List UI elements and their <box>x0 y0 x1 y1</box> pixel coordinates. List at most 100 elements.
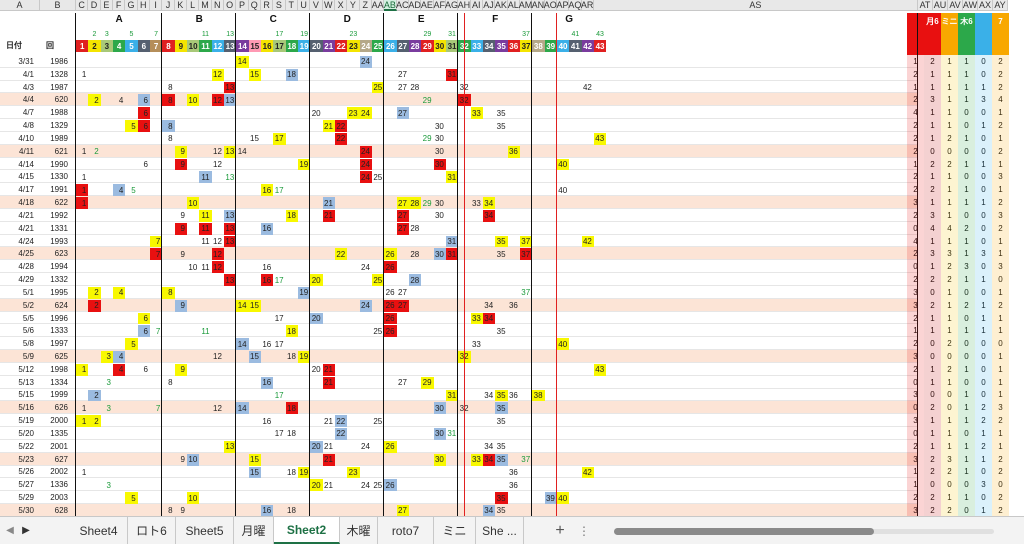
round-cell[interactable]: 1998 <box>50 364 68 374</box>
number-cell-18[interactable]: 18 <box>287 506 296 516</box>
number-cell-1[interactable]: 1 <box>76 363 89 376</box>
number-cell-8[interactable]: 8 <box>162 286 175 299</box>
count-cell[interactable]: 2 <box>964 300 969 310</box>
number-cell-30[interactable]: 30 <box>433 158 446 171</box>
number-cell-40[interactable]: 40 <box>556 338 570 351</box>
number-cell-42[interactable]: 42 <box>581 466 594 479</box>
number-cell-14[interactable]: 14 <box>236 299 249 312</box>
count-cell[interactable]: 0 <box>947 480 952 490</box>
sheet-tab-6[interactable]: 木曜 <box>340 517 378 544</box>
count-cell[interactable]: 0 <box>930 287 935 297</box>
column-header-w[interactable]: W <box>322 0 335 11</box>
count-cell[interactable]: 2 <box>998 56 1003 66</box>
number-cell-10[interactable]: 10 <box>186 197 200 209</box>
round-cell[interactable]: 1989 <box>50 133 68 143</box>
number-cell-24[interactable]: 24 <box>359 145 372 158</box>
number-cell-27[interactable]: 27 <box>396 505 409 517</box>
count-cell[interactable]: 1 <box>981 428 986 438</box>
number-cell-5[interactable]: 5 <box>125 492 138 505</box>
count-cell[interactable]: 2 <box>998 416 1003 426</box>
count-cell[interactable]: 0 <box>947 146 952 156</box>
count-cell[interactable]: 1 <box>930 69 935 79</box>
number-cell-34[interactable]: 34 <box>484 301 494 311</box>
number-cell-14[interactable]: 14 <box>236 56 249 68</box>
count-cell[interactable]: 1 <box>947 185 952 195</box>
number-cell-21[interactable]: 21 <box>322 197 335 209</box>
count-cell[interactable]: 2 <box>998 223 1003 233</box>
count-cell[interactable]: 0 <box>930 339 935 349</box>
number-cell-26[interactable]: 26 <box>384 325 397 338</box>
date-cell[interactable]: 4/17 <box>18 185 34 195</box>
number-cell-12[interactable]: 12 <box>211 68 224 81</box>
number-cell-12[interactable]: 12 <box>211 248 224 261</box>
count-cell[interactable]: 3 <box>998 210 1003 220</box>
column-header-b[interactable]: B <box>40 0 76 11</box>
count-cell[interactable]: 1 <box>964 69 969 79</box>
count-cell[interactable]: 1 <box>930 428 935 438</box>
number-cell-13[interactable]: 13 <box>223 222 237 235</box>
column-header-ax[interactable]: AX <box>978 0 993 11</box>
number-cell-28[interactable]: 28 <box>410 224 420 234</box>
number-cell-20[interactable]: 20 <box>311 365 321 375</box>
count-cell[interactable]: 0 <box>964 172 969 182</box>
count-cell[interactable]: 3 <box>913 198 918 208</box>
number-cell-18[interactable]: 18 <box>285 68 298 81</box>
round-cell[interactable]: 2003 <box>50 493 68 503</box>
number-cell-14[interactable]: 14 <box>237 147 247 157</box>
count-cell[interactable]: 1 <box>964 493 969 503</box>
round-cell[interactable]: 623 <box>54 249 68 259</box>
number-cell-24[interactable]: 24 <box>359 56 372 68</box>
count-cell[interactable]: 2 <box>913 133 918 143</box>
count-cell[interactable]: 1 <box>913 82 918 92</box>
count-cell[interactable]: 1 <box>930 82 935 92</box>
count-cell[interactable]: 1 <box>930 326 935 336</box>
count-cell[interactable]: 3 <box>913 390 918 400</box>
count-cell[interactable]: 1 <box>913 56 918 66</box>
count-cell[interactable]: 2 <box>930 300 935 310</box>
number-cell-2[interactable]: 2 <box>88 94 101 107</box>
number-cell-22[interactable]: 22 <box>334 248 348 261</box>
count-cell[interactable]: 2 <box>947 467 952 477</box>
count-cell[interactable]: 0 <box>930 146 935 156</box>
scrollbar-thumb[interactable] <box>614 528 874 535</box>
number-cell-21[interactable]: 21 <box>324 442 333 452</box>
number-cell-18[interactable]: 18 <box>285 325 298 338</box>
number-cell-17[interactable]: 17 <box>274 390 284 400</box>
number-cell-18[interactable]: 18 <box>287 352 296 362</box>
number-cell-20[interactable]: 20 <box>310 312 323 325</box>
number-cell-24[interactable]: 24 <box>359 299 372 312</box>
number-cell-24[interactable]: 24 <box>359 171 372 184</box>
round-cell[interactable]: 1330 <box>50 172 68 182</box>
number-cell-22[interactable]: 22 <box>334 120 348 132</box>
number-cell-28[interactable]: 28 <box>408 197 422 209</box>
number-cell-35[interactable]: 35 <box>496 108 506 118</box>
round-cell[interactable]: 1333 <box>50 326 68 336</box>
count-cell[interactable]: 2 <box>998 121 1003 131</box>
count-cell[interactable]: 0 <box>981 467 986 477</box>
column-header-c[interactable]: C <box>76 0 89 11</box>
number-cell-6[interactable]: 6 <box>137 107 150 120</box>
count-cell[interactable]: 2 <box>913 95 918 105</box>
number-cell-20[interactable]: 20 <box>310 440 323 453</box>
column-header-ai[interactable]: AI <box>470 0 483 11</box>
count-cell[interactable]: 0 <box>964 339 969 349</box>
number-cell-39[interactable]: 39 <box>544 492 557 505</box>
count-cell[interactable]: 0 <box>947 403 952 413</box>
column-header-q[interactable]: Q <box>248 0 261 11</box>
count-cell[interactable]: 1 <box>947 210 952 220</box>
column-header-r[interactable]: R <box>260 0 274 11</box>
number-cell-4[interactable]: 4 <box>118 95 124 105</box>
number-cell-21[interactable]: 21 <box>324 480 333 490</box>
count-cell[interactable]: 1 <box>947 416 952 426</box>
count-cell[interactable]: 1 <box>930 416 935 426</box>
column-header-ag[interactable]: AG <box>445 0 459 11</box>
prev-sheet-button[interactable]: ◀ <box>6 525 14 536</box>
number-cell-10[interactable]: 10 <box>186 492 200 505</box>
number-cell-35[interactable]: 35 <box>495 492 508 505</box>
count-cell[interactable]: 3 <box>930 210 935 220</box>
number-cell-5[interactable]: 5 <box>131 185 136 195</box>
number-cell-26[interactable]: 26 <box>385 288 395 298</box>
number-cell-4[interactable]: 4 <box>112 184 126 197</box>
number-cell-1[interactable]: 1 <box>81 70 87 80</box>
column-header-ab[interactable]: AB <box>383 0 397 11</box>
